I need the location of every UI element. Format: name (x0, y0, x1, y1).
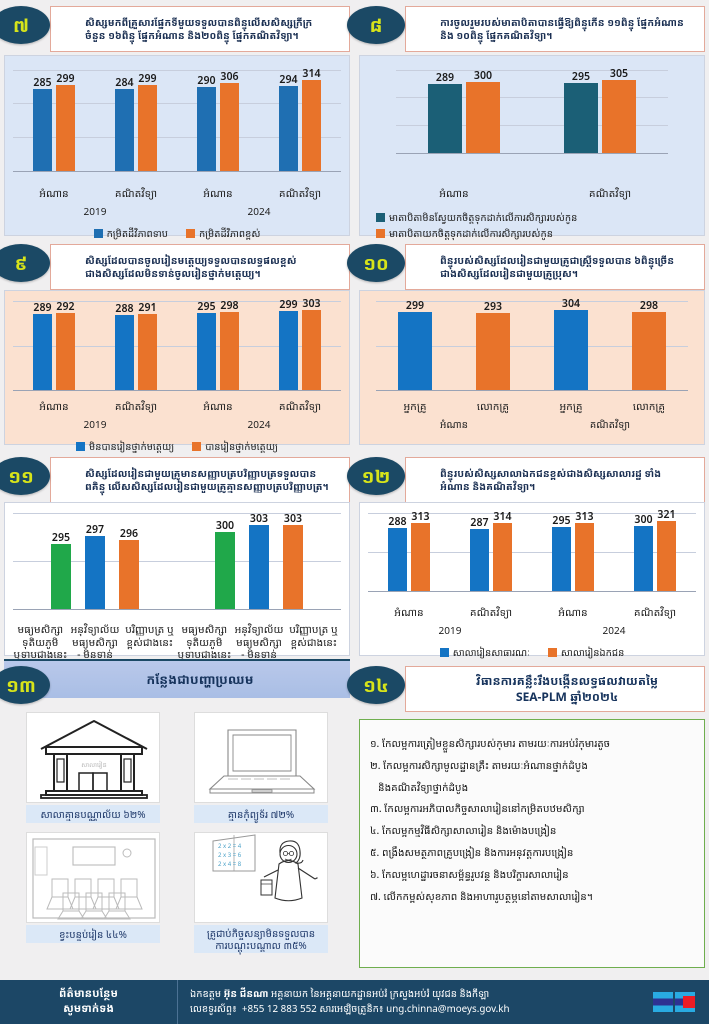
svg-text:សាលារៀន: សាលារៀន (81, 760, 107, 769)
svg-text:2 x 3 = 6: 2 x 3 = 6 (218, 851, 242, 859)
svg-text:2 x 4 = 8: 2 x 4 = 8 (218, 860, 242, 868)
svg-text:2 x 2 = 4: 2 x 2 = 4 (218, 842, 242, 850)
